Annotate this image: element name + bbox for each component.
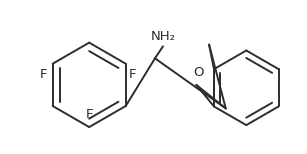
Text: F: F	[40, 68, 48, 81]
Text: F: F	[129, 68, 136, 81]
Text: F: F	[85, 108, 93, 121]
Text: NH₂: NH₂	[150, 30, 175, 43]
Text: O: O	[193, 66, 204, 79]
